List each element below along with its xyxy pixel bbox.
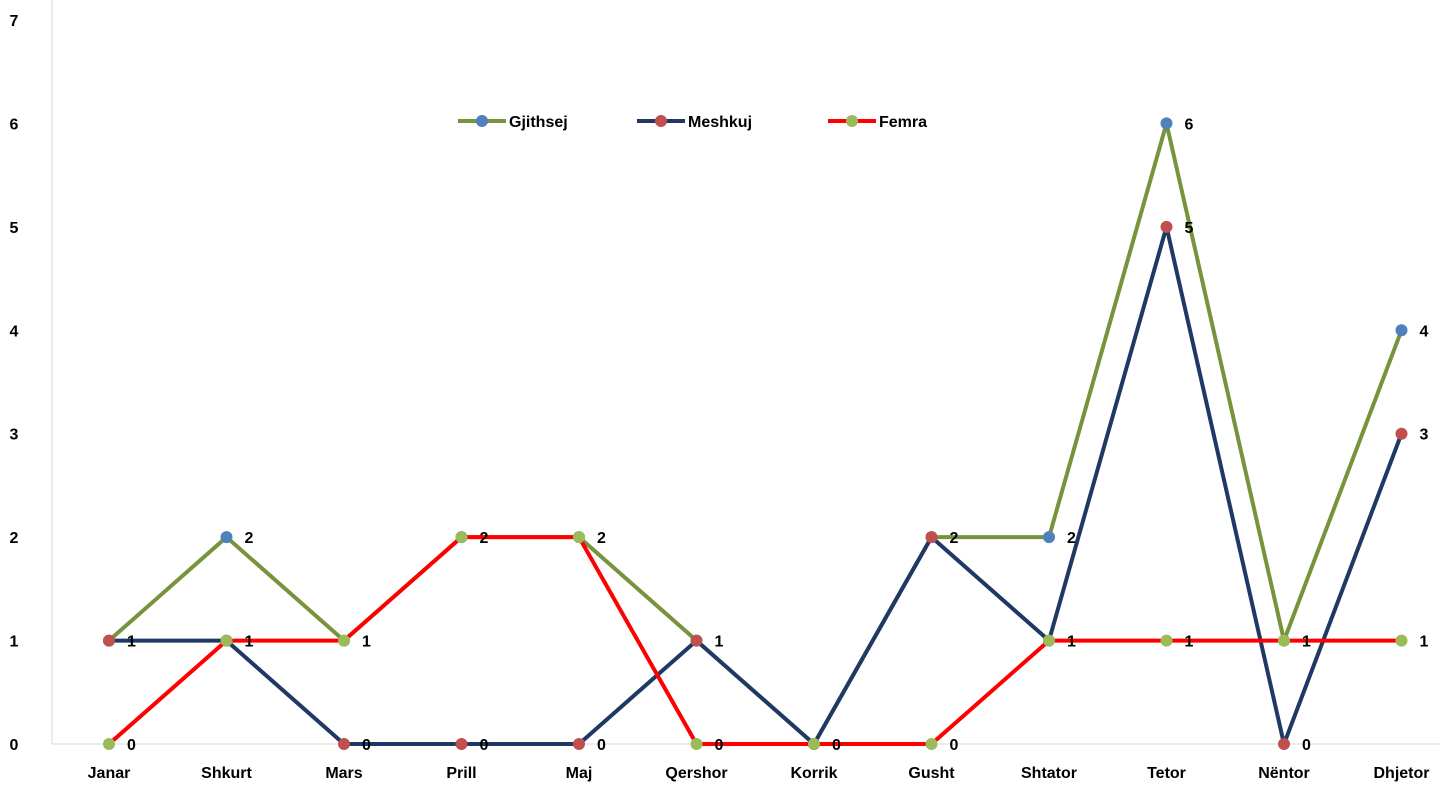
- data-label: 2: [480, 530, 489, 547]
- series-lines: [107, 121, 1404, 746]
- data-point-femra: [573, 531, 585, 544]
- legend-label-gjithsej: Gjithsej: [509, 114, 568, 131]
- y-tick-label: 5: [10, 220, 19, 237]
- data-label: 2: [1067, 530, 1076, 547]
- data-label: 2: [245, 530, 254, 547]
- y-tick-label: 0: [10, 737, 19, 754]
- legend: Gjithsej Meshkuj Femra: [458, 114, 927, 131]
- series-markers: [103, 117, 1408, 750]
- x-tick-label: Qershor: [665, 765, 727, 782]
- data-point-femra: [690, 738, 703, 750]
- x-tick-label: Mars: [325, 765, 362, 782]
- x-tick-label: Dhjetor: [1374, 765, 1430, 782]
- x-tick-label: Maj: [566, 765, 593, 782]
- series-line-meshkuj: [107, 224, 1404, 746]
- chart-axes: [51, 0, 1440, 745]
- data-labels: 2 2 2 6 4 1 0 0 0 1 0 2 5 0 3 0 1 1 2 0 0 1 1 1 1: [127, 116, 1429, 754]
- legend-label-femra: Femra: [879, 114, 927, 131]
- data-label: 0: [480, 737, 489, 754]
- data-point-meshkuj: [103, 634, 115, 647]
- legend-marker-femra: [846, 115, 858, 127]
- x-tick-label: Tetor: [1147, 765, 1186, 782]
- x-tick-label: Janar: [88, 765, 131, 782]
- data-label: 3: [1420, 427, 1429, 444]
- data-label: 5: [1185, 220, 1194, 237]
- y-tick-label: 4: [10, 323, 19, 340]
- data-label: 2: [597, 530, 606, 547]
- x-tick-label: Prill: [446, 765, 476, 782]
- data-point-gjithsej: [1043, 531, 1055, 544]
- data-point-femra: [338, 634, 350, 647]
- data-point-meshkuj: [573, 738, 585, 750]
- data-point-gjithsej: [220, 531, 233, 544]
- data-point-gjithsej: [1395, 324, 1408, 337]
- data-point-meshkuj: [690, 634, 703, 647]
- y-tick-label: 6: [10, 116, 19, 133]
- data-point-femra: [1395, 634, 1408, 647]
- data-point-femra: [1043, 634, 1055, 647]
- data-label: 1: [362, 634, 371, 651]
- data-label: 6: [1185, 116, 1194, 133]
- data-label: 1: [715, 634, 724, 651]
- x-tick-label: Shkurt: [201, 765, 252, 782]
- x-tick-label: Korrik: [790, 765, 837, 782]
- data-label: 1: [1420, 634, 1429, 651]
- data-label: 1: [1185, 634, 1194, 651]
- data-label: 0: [362, 737, 371, 754]
- series-line-gjithsej: [107, 121, 1404, 746]
- data-label: 1: [1067, 634, 1076, 651]
- data-point-meshkuj: [1160, 220, 1173, 233]
- data-point-meshkuj: [1395, 427, 1408, 440]
- data-label: 1: [127, 634, 136, 651]
- y-tick-label: 1: [10, 634, 19, 651]
- data-point-femra: [1160, 634, 1173, 647]
- data-label: 0: [950, 737, 959, 754]
- series-line-femra: [107, 535, 1404, 746]
- y-axis-ticks: 0 1 2 3 4 5 6 7: [10, 13, 19, 754]
- data-point-femra: [220, 634, 233, 647]
- y-tick-label: 3: [10, 427, 19, 444]
- data-label: 0: [127, 737, 136, 754]
- data-label: 4: [1420, 323, 1429, 340]
- data-label: 0: [1302, 737, 1311, 754]
- data-label: 1: [1302, 634, 1311, 651]
- legend-marker-gjithsej: [476, 115, 488, 127]
- data-point-femra: [925, 738, 938, 750]
- data-point-femra: [455, 531, 468, 544]
- data-point-meshkuj: [1278, 738, 1290, 750]
- data-point-femra: [808, 738, 820, 750]
- x-tick-label: Shtator: [1021, 765, 1077, 782]
- y-tick-label: 7: [10, 13, 19, 30]
- data-label: 0: [597, 737, 606, 754]
- data-point-meshkuj: [338, 738, 350, 750]
- data-label: 1: [245, 634, 254, 651]
- data-point-meshkuj: [455, 738, 468, 750]
- data-label: 0: [832, 737, 841, 754]
- data-point-meshkuj: [925, 531, 938, 544]
- data-point-gjithsej: [1160, 117, 1173, 130]
- data-label: 2: [950, 530, 959, 547]
- data-point-femra: [1278, 634, 1290, 647]
- x-tick-label: Nëntor: [1258, 765, 1310, 782]
- x-tick-label: Gusht: [908, 765, 955, 782]
- legend-marker-meshkuj: [655, 115, 667, 127]
- x-axis-ticks: Janar Shkurt Mars Prill Maj Qershor Korrik Gush…: [88, 765, 1430, 782]
- data-label: 0: [715, 737, 724, 754]
- data-point-femra: [103, 738, 115, 750]
- legend-label-meshkuj: Meshkuj: [688, 114, 752, 131]
- y-tick-label: 2: [10, 530, 19, 547]
